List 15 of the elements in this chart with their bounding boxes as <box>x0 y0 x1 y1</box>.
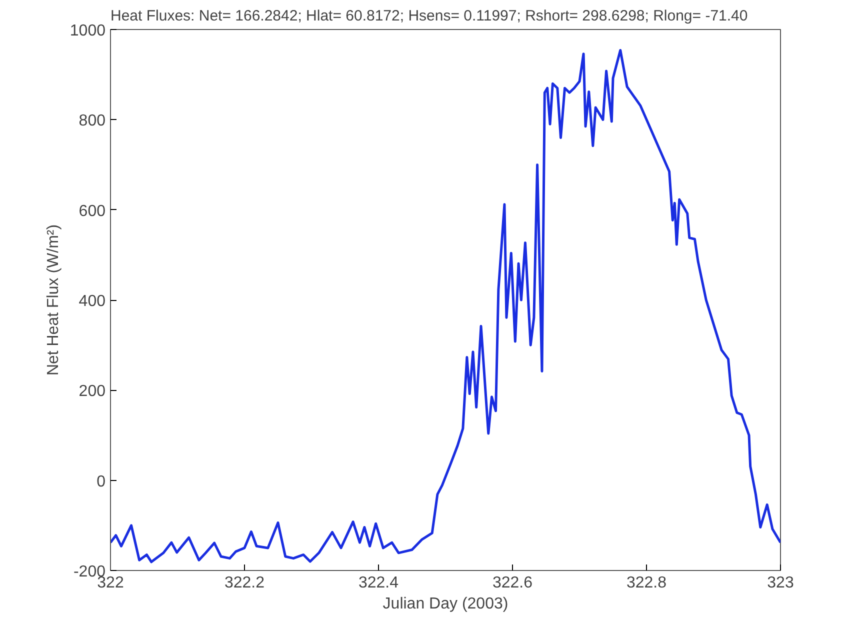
y-tick-label: 0 <box>96 473 106 490</box>
x-tick-label: 322.6 <box>492 574 533 592</box>
y-tick-label: 400 <box>78 293 106 310</box>
y-tick-label: 200 <box>78 383 106 400</box>
x-tick-label: 322.2 <box>224 574 265 592</box>
y-tick-label: 600 <box>78 202 106 220</box>
x-tick-label: 322.8 <box>626 574 667 592</box>
x-tick-label: 323 <box>767 574 794 592</box>
y-tick-label: 800 <box>78 112 106 130</box>
y-tick-label: 1000 <box>70 22 106 40</box>
chart-title: Heat Fluxes: Net= 166.2842; Hlat= 60.8172; Hsens= 0.11997; Rshort= 298.6298; Rlong= -71.40 <box>110 8 748 24</box>
y-axis-title: Net Heat Flux (W/m²) <box>44 224 62 376</box>
line-series <box>110 48 780 564</box>
x-tick-label: 322.4 <box>358 574 399 592</box>
x-axis-title: Julian Day (2003) <box>382 596 508 612</box>
